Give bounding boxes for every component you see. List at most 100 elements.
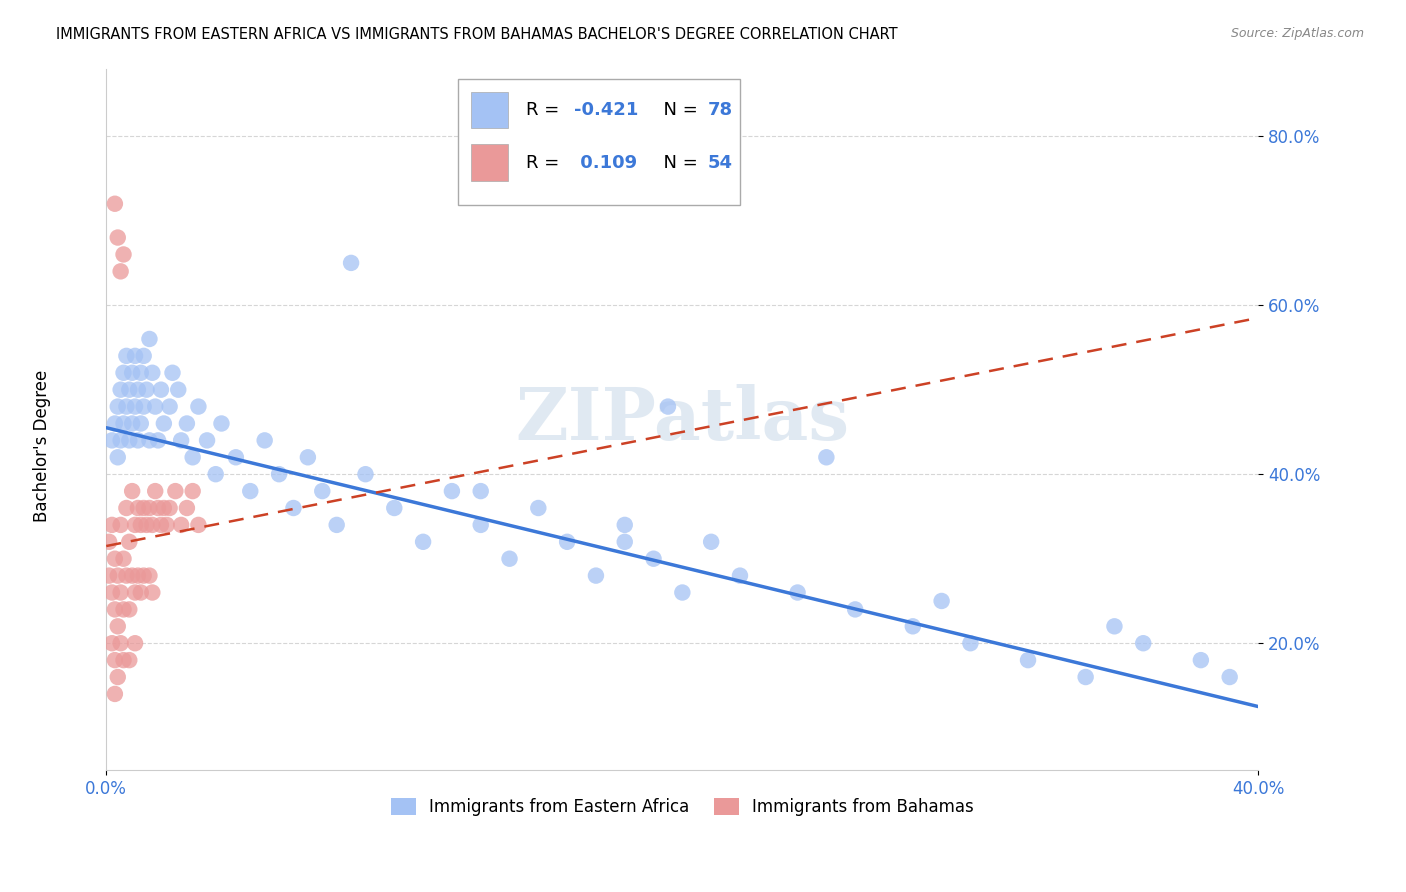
Point [110, 517, 132, 532]
Point [124, 517, 146, 532]
Point [176, 501, 198, 516]
Text: N =: N = [652, 153, 704, 171]
Point [195, 434, 218, 448]
Point [470, 517, 492, 532]
Point [267, 467, 290, 482]
Point [141, 585, 163, 599]
Text: Source: ZipAtlas.com: Source: ZipAtlas.com [1230, 27, 1364, 40]
Point [657, 400, 679, 414]
Point [239, 484, 262, 499]
Legend: Immigrants from Eastern Africa, Immigrants from Bahamas: Immigrants from Eastern Africa, Immigran… [382, 790, 983, 825]
Point [121, 366, 143, 380]
Point [110, 585, 132, 599]
Point [156, 517, 179, 532]
Point [115, 349, 138, 363]
Text: 78: 78 [707, 101, 733, 119]
Point [149, 383, 172, 397]
Point [440, 484, 463, 499]
Point [115, 501, 138, 516]
Point [700, 534, 723, 549]
Text: -0.421: -0.421 [574, 101, 638, 119]
Point [181, 484, 204, 499]
Point [225, 450, 247, 465]
Point [107, 230, 129, 244]
Point [110, 383, 132, 397]
Point [311, 484, 333, 499]
Point [613, 517, 636, 532]
Point [1219, 670, 1241, 684]
Point [115, 400, 138, 414]
Point [121, 417, 143, 431]
Point [786, 585, 808, 599]
Point [98, 534, 121, 549]
Point [149, 517, 172, 532]
Point [104, 551, 127, 566]
Point [170, 517, 193, 532]
Point [412, 534, 434, 549]
Point [104, 417, 127, 431]
FancyBboxPatch shape [471, 92, 509, 128]
Text: R =: R = [526, 101, 565, 119]
Point [143, 400, 166, 414]
Point [382, 501, 405, 516]
Point [132, 349, 155, 363]
Point [107, 670, 129, 684]
Point [110, 636, 132, 650]
Point [121, 484, 143, 499]
Point [98, 568, 121, 582]
Point [153, 417, 176, 431]
Point [110, 264, 132, 278]
Point [176, 417, 198, 431]
Point [124, 585, 146, 599]
Point [112, 602, 135, 616]
Point [901, 619, 924, 633]
Point [728, 568, 751, 582]
FancyBboxPatch shape [458, 79, 740, 205]
Point [470, 484, 492, 499]
Point [107, 619, 129, 633]
Text: Bachelor's Degree: Bachelor's Degree [34, 370, 51, 522]
Point [181, 450, 204, 465]
Point [118, 534, 141, 549]
Point [585, 568, 607, 582]
Point [138, 501, 160, 516]
Point [253, 434, 276, 448]
Point [107, 400, 129, 414]
Text: 0.109: 0.109 [574, 153, 637, 171]
Point [107, 568, 129, 582]
Point [141, 366, 163, 380]
Point [555, 534, 578, 549]
Point [132, 400, 155, 414]
Point [671, 585, 693, 599]
Point [135, 383, 157, 397]
Point [143, 484, 166, 499]
Point [165, 484, 187, 499]
Point [159, 501, 181, 516]
Point [138, 332, 160, 346]
Point [118, 602, 141, 616]
Point [1132, 636, 1154, 650]
Point [167, 383, 190, 397]
Point [112, 653, 135, 667]
Point [129, 366, 152, 380]
Point [325, 517, 347, 532]
Point [101, 517, 124, 532]
Point [1189, 653, 1212, 667]
FancyBboxPatch shape [471, 145, 509, 181]
Point [138, 434, 160, 448]
Point [613, 534, 636, 549]
Point [146, 501, 169, 516]
Point [643, 551, 665, 566]
Point [1104, 619, 1126, 633]
Point [107, 450, 129, 465]
Point [931, 594, 953, 608]
Point [101, 585, 124, 599]
Point [141, 517, 163, 532]
Point [187, 400, 209, 414]
Point [127, 501, 149, 516]
Point [121, 568, 143, 582]
Point [127, 383, 149, 397]
Point [132, 501, 155, 516]
Text: IMMIGRANTS FROM EASTERN AFRICA VS IMMIGRANTS FROM BAHAMAS BACHELOR'S DEGREE CORR: IMMIGRANTS FROM EASTERN AFRICA VS IMMIGR… [56, 27, 898, 42]
Point [118, 653, 141, 667]
